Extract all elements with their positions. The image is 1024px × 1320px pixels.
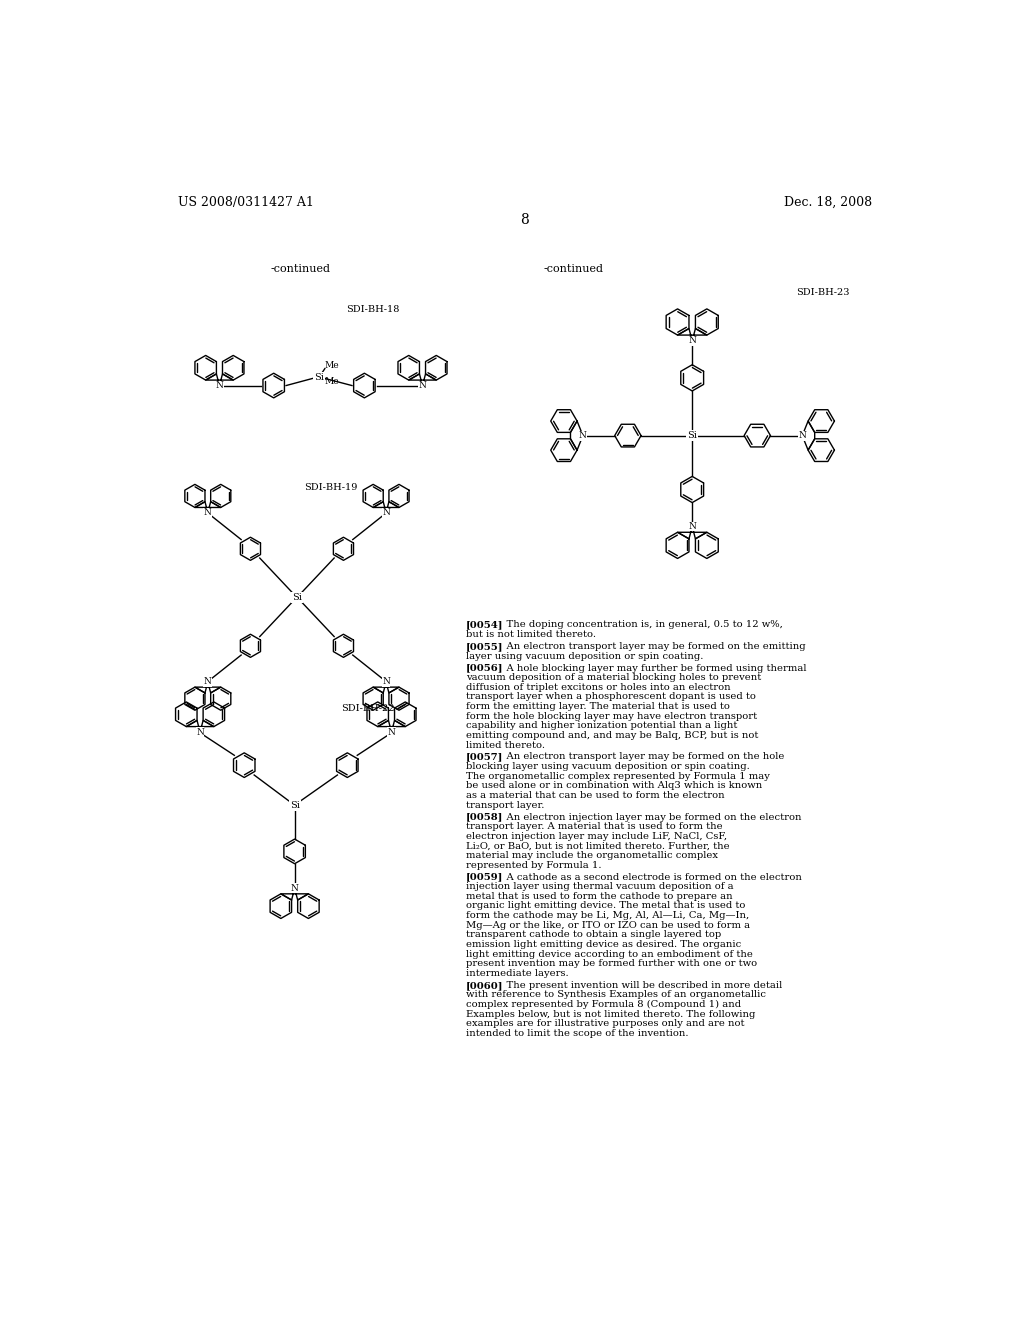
Text: layer using vacuum deposition or spin coating.: layer using vacuum deposition or spin co…	[466, 652, 703, 660]
Text: N: N	[291, 884, 299, 892]
Text: organic light emitting device. The metal that is used to: organic light emitting device. The metal…	[466, 902, 745, 911]
Text: N: N	[419, 381, 426, 389]
Text: N: N	[204, 677, 212, 686]
Text: intermediate layers.: intermediate layers.	[466, 969, 568, 978]
Text: emitting compound and, and may be Balq, BCP, but is not: emitting compound and, and may be Balq, …	[466, 731, 759, 741]
Text: N: N	[688, 521, 696, 531]
Text: N: N	[579, 432, 587, 440]
Text: [0059]: [0059]	[466, 873, 503, 882]
Text: transport layer when a phosphorescent dopant is used to: transport layer when a phosphorescent do…	[466, 693, 756, 701]
Text: SDI-BH-19: SDI-BH-19	[304, 483, 357, 491]
Text: Li₂O, or BaO, but is not limited thereto. Further, the: Li₂O, or BaO, but is not limited thereto…	[466, 841, 729, 850]
Text: [0058]: [0058]	[466, 813, 503, 821]
Text: Si: Si	[292, 593, 302, 602]
Text: N: N	[799, 432, 806, 440]
Text: transparent cathode to obtain a single layered top: transparent cathode to obtain a single l…	[466, 931, 721, 940]
Text: [0056]: [0056]	[466, 664, 504, 672]
Text: US 2008/0311427 A1: US 2008/0311427 A1	[178, 197, 314, 209]
Text: Si: Si	[687, 432, 697, 440]
Text: represented by Formula 1.: represented by Formula 1.	[466, 861, 601, 870]
Text: An electron transport layer may be formed on the emitting: An electron transport layer may be forme…	[494, 642, 806, 651]
Text: complex represented by Formula 8 (Compound 1) and: complex represented by Formula 8 (Compou…	[466, 1001, 741, 1008]
Text: intended to limit the scope of the invention.: intended to limit the scope of the inven…	[466, 1028, 688, 1038]
Text: Si: Si	[313, 374, 324, 383]
Text: electron injection layer may include LiF, NaCl, CsF,: electron injection layer may include LiF…	[466, 832, 727, 841]
Text: N: N	[382, 508, 390, 517]
Text: 8: 8	[520, 213, 529, 227]
Text: [0060]: [0060]	[466, 981, 504, 990]
Text: form the cathode may be Li, Mg, Al, Al—Li, Ca, Mg—In,: form the cathode may be Li, Mg, Al, Al—L…	[466, 911, 750, 920]
Text: emission light emitting device as desired. The organic: emission light emitting device as desire…	[466, 940, 741, 949]
Text: as a material that can be used to form the electron: as a material that can be used to form t…	[466, 791, 725, 800]
Text: An electron injection layer may be formed on the electron: An electron injection layer may be forme…	[494, 813, 802, 821]
Text: The doping concentration is, in general, 0.5 to 12 w%,: The doping concentration is, in general,…	[494, 620, 782, 630]
Text: [0054]: [0054]	[466, 620, 504, 630]
Text: The present invention will be described in more detail: The present invention will be described …	[494, 981, 782, 990]
Text: metal that is used to form the cathode to prepare an: metal that is used to form the cathode t…	[466, 892, 732, 900]
Text: SDI-BH-23: SDI-BH-23	[796, 289, 850, 297]
Text: Examples below, but is not limited thereto. The following: Examples below, but is not limited there…	[466, 1010, 756, 1019]
Text: N: N	[197, 727, 204, 737]
Text: Si: Si	[290, 801, 300, 809]
Text: vacuum deposition of a material blocking holes to prevent: vacuum deposition of a material blocking…	[466, 673, 761, 682]
Text: Dec. 18, 2008: Dec. 18, 2008	[784, 197, 872, 209]
Text: light emitting device according to an embodiment of the: light emitting device according to an em…	[466, 949, 753, 958]
Text: An electron transport layer may be formed on the hole: An electron transport layer may be forme…	[494, 752, 784, 762]
Text: be used alone or in combination with Alq3 which is known: be used alone or in combination with Alq…	[466, 781, 762, 791]
Text: blocking layer using vacuum deposition or spin coating.: blocking layer using vacuum deposition o…	[466, 762, 750, 771]
Text: [0057]: [0057]	[466, 752, 503, 762]
Text: capability and higher ionization potential than a light: capability and higher ionization potenti…	[466, 721, 737, 730]
Text: A cathode as a second electrode is formed on the electron: A cathode as a second electrode is forme…	[494, 873, 802, 882]
Text: A hole blocking layer may further be formed using thermal: A hole blocking layer may further be for…	[494, 664, 806, 672]
Text: N: N	[387, 727, 395, 737]
Text: N: N	[215, 381, 223, 389]
Text: injection layer using thermal vacuum deposition of a: injection layer using thermal vacuum dep…	[466, 882, 733, 891]
Text: form the emitting layer. The material that is used to: form the emitting layer. The material th…	[466, 702, 730, 711]
Text: SDI-BH-18: SDI-BH-18	[346, 305, 399, 314]
Text: [0055]: [0055]	[466, 642, 504, 651]
Text: N: N	[688, 337, 696, 346]
Text: -continued: -continued	[270, 264, 330, 275]
Text: limited thereto.: limited thereto.	[466, 741, 545, 750]
Text: transport layer.: transport layer.	[466, 800, 545, 809]
Text: Mg—Ag or the like, or ITO or IZO can be used to form a: Mg—Ag or the like, or ITO or IZO can be …	[466, 921, 750, 929]
Text: SDI-BH-22: SDI-BH-22	[341, 705, 395, 713]
Text: present invention may be formed further with one or two: present invention may be formed further …	[466, 960, 757, 968]
Text: -continued: -continued	[544, 264, 603, 275]
Text: but is not limited thereto.: but is not limited thereto.	[466, 630, 596, 639]
Text: examples are for illustrative purposes only and are not: examples are for illustrative purposes o…	[466, 1019, 744, 1028]
Text: N: N	[382, 677, 390, 686]
Text: transport layer. A material that is used to form the: transport layer. A material that is used…	[466, 822, 723, 832]
Text: with reference to Synthesis Examples of an organometallic: with reference to Synthesis Examples of …	[466, 990, 766, 999]
Text: Me: Me	[325, 362, 340, 370]
Text: The organometallic complex represented by Formula 1 may: The organometallic complex represented b…	[466, 772, 770, 780]
Text: N: N	[204, 508, 212, 517]
Text: Me: Me	[325, 378, 340, 387]
Text: diffusion of triplet excitons or holes into an electron: diffusion of triplet excitons or holes i…	[466, 682, 730, 692]
Text: form the hole blocking layer may have electron transport: form the hole blocking layer may have el…	[466, 711, 757, 721]
Text: material may include the organometallic complex: material may include the organometallic …	[466, 851, 718, 861]
